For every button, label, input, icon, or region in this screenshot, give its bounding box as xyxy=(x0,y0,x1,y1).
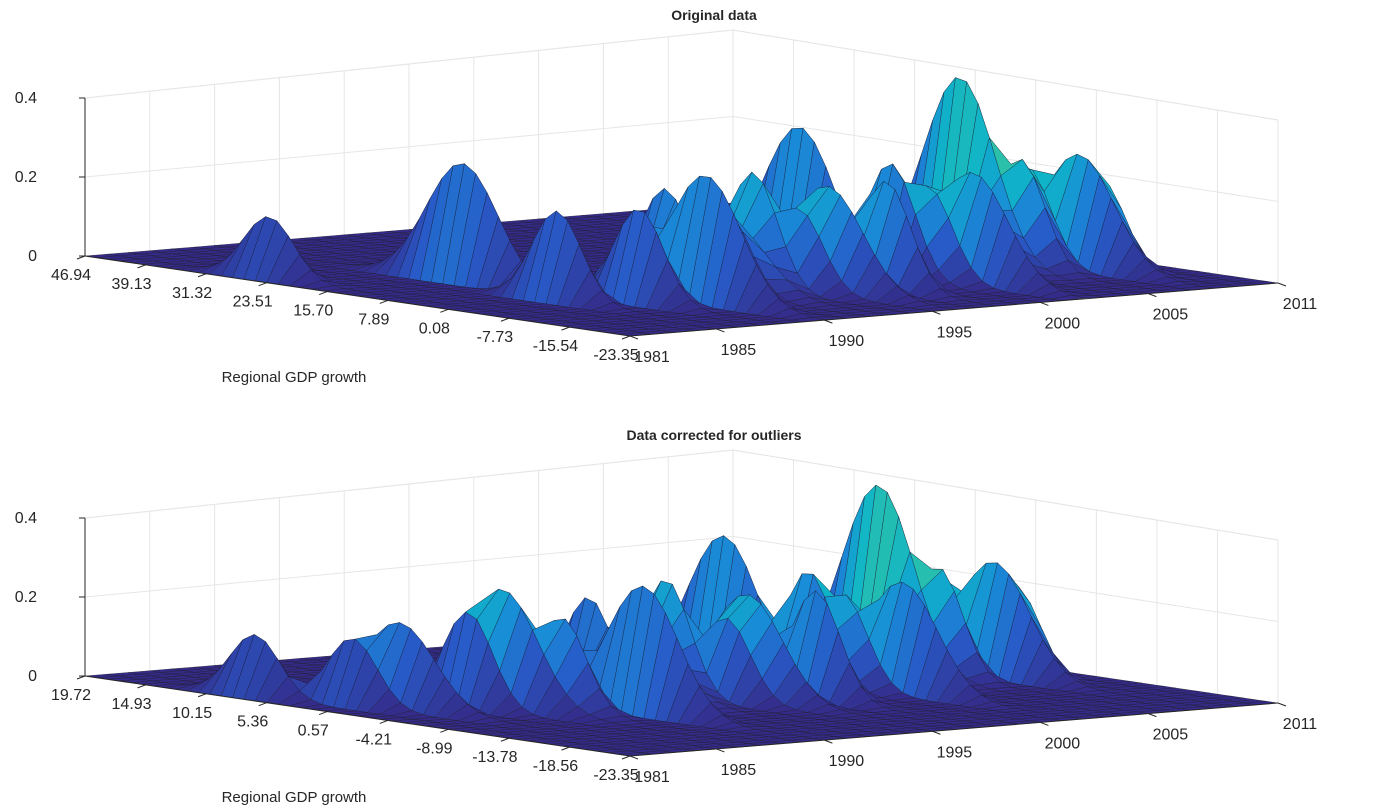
x-tick-label: 46.94 xyxy=(51,267,91,284)
y-tick-label: 2011 xyxy=(1283,716,1318,733)
y-tick-label: 2005 xyxy=(1153,727,1189,744)
y-tick-label: 1990 xyxy=(829,333,865,350)
x-tick-label: 15.70 xyxy=(293,303,333,320)
x-tick xyxy=(500,317,510,322)
x-tick xyxy=(76,675,86,680)
x-tick xyxy=(258,282,267,287)
z-tick-label: 0.4 xyxy=(15,90,37,107)
x-tick-label: 7.89 xyxy=(358,311,389,328)
axes: 0 0.2 0.4 46.94 39.13 31.32 23.51 15.70 7.89 0.08… xyxy=(15,90,1318,366)
y-axis-line xyxy=(629,282,1279,337)
x-tick xyxy=(197,693,207,698)
y-tick xyxy=(1040,301,1049,306)
y-tick xyxy=(1148,713,1157,718)
y-tick-label: 1985 xyxy=(721,762,757,779)
x-tick xyxy=(319,711,328,716)
x-tick-label: 10.15 xyxy=(172,705,212,722)
y-tick xyxy=(1148,293,1157,298)
box-edge xyxy=(84,449,1279,541)
x-tick-label: -23.35 xyxy=(593,347,638,364)
y-tick xyxy=(629,335,639,340)
z-tick-label: 0.2 xyxy=(15,169,37,186)
x-tick-label: -15.54 xyxy=(533,338,578,355)
y-tick xyxy=(629,755,639,760)
y-tick-label: 1990 xyxy=(829,753,865,770)
x-tick xyxy=(561,746,570,751)
x-tick-label: -18.56 xyxy=(533,758,578,775)
y-axis-line xyxy=(629,702,1279,757)
x-tick-label: 14.93 xyxy=(112,696,152,713)
y-tick-label: 1981 xyxy=(634,769,670,786)
x-tick xyxy=(561,326,570,331)
y-tick-label: 1985 xyxy=(721,342,757,359)
x-tick xyxy=(76,255,86,260)
x-tick xyxy=(621,335,631,340)
x-tick xyxy=(621,755,631,760)
y-tick xyxy=(932,310,941,315)
x-tick-label: -8.99 xyxy=(416,740,453,757)
y-tick xyxy=(932,730,941,735)
y-tick-label: 2011 xyxy=(1283,296,1318,313)
x-tick-label: 19.72 xyxy=(51,687,91,704)
chart-title: Data corrected for outliers xyxy=(626,427,801,443)
x-tick-label: -4.21 xyxy=(356,731,393,748)
x-axis-line xyxy=(84,255,631,337)
z-tick-label: 0 xyxy=(28,248,37,265)
x-tick-label: 0.08 xyxy=(419,320,450,337)
z-tick-label: 0 xyxy=(28,668,37,685)
y-tick xyxy=(1277,702,1287,707)
y-tick-label: 1995 xyxy=(937,744,973,761)
surface xyxy=(84,77,1279,337)
y-tick-label: 1981 xyxy=(634,349,670,366)
y-tick xyxy=(824,739,833,744)
x-tick-label: 0.57 xyxy=(298,723,329,740)
y-tick xyxy=(716,748,725,753)
panel-original-data: 0 0.2 0.4 46.94 39.13 31.32 23.51 15.70 7.89 0.08… xyxy=(15,7,1318,386)
x-axis-label: Regional GDP growth xyxy=(222,789,367,806)
x-tick xyxy=(440,728,449,733)
y-tick-label: 2000 xyxy=(1045,315,1081,332)
x-tick xyxy=(440,308,449,313)
z-tick-label: 0.2 xyxy=(15,589,37,606)
axes: 0 0.2 0.4 19.72 14.93 10.15 5.36 0.57 -4.21 -8.99… xyxy=(15,510,1318,786)
y-tick xyxy=(824,319,833,324)
surface xyxy=(84,484,1279,757)
chart-title: Original data xyxy=(671,7,757,23)
y-tick-label: 2000 xyxy=(1045,735,1081,752)
x-tick-label: 23.51 xyxy=(233,294,273,311)
x-tick xyxy=(137,264,146,269)
x-axis-label: Regional GDP growth xyxy=(222,369,367,386)
x-tick xyxy=(379,719,388,724)
x-axis-line xyxy=(84,675,631,757)
y-tick xyxy=(1040,721,1049,726)
y-tick xyxy=(716,328,725,333)
grid-line xyxy=(84,449,1279,541)
y-tick xyxy=(1277,282,1287,287)
x-tick-label: -13.78 xyxy=(472,749,517,766)
x-tick-label: 5.36 xyxy=(237,714,268,731)
panel-corrected-data: 0 0.2 0.4 19.72 14.93 10.15 5.36 0.57 -4.21 -8.99… xyxy=(15,427,1318,806)
z-tick-label: 0.4 xyxy=(15,510,37,527)
x-tick xyxy=(258,702,267,707)
y-tick-label: 1995 xyxy=(937,324,973,341)
grid-line xyxy=(84,535,1279,622)
box-edge xyxy=(84,29,1279,121)
x-tick xyxy=(137,684,146,689)
x-tick-label: 31.32 xyxy=(172,285,212,302)
x-tick-label: -7.73 xyxy=(477,329,514,346)
x-tick-label: 39.13 xyxy=(112,276,152,293)
x-tick-label: -23.35 xyxy=(593,767,638,784)
x-tick xyxy=(319,291,328,296)
x-tick xyxy=(379,299,388,304)
x-tick xyxy=(500,737,510,742)
grid-line xyxy=(84,29,1279,121)
y-tick-label: 2005 xyxy=(1153,307,1189,324)
x-tick xyxy=(197,273,207,278)
